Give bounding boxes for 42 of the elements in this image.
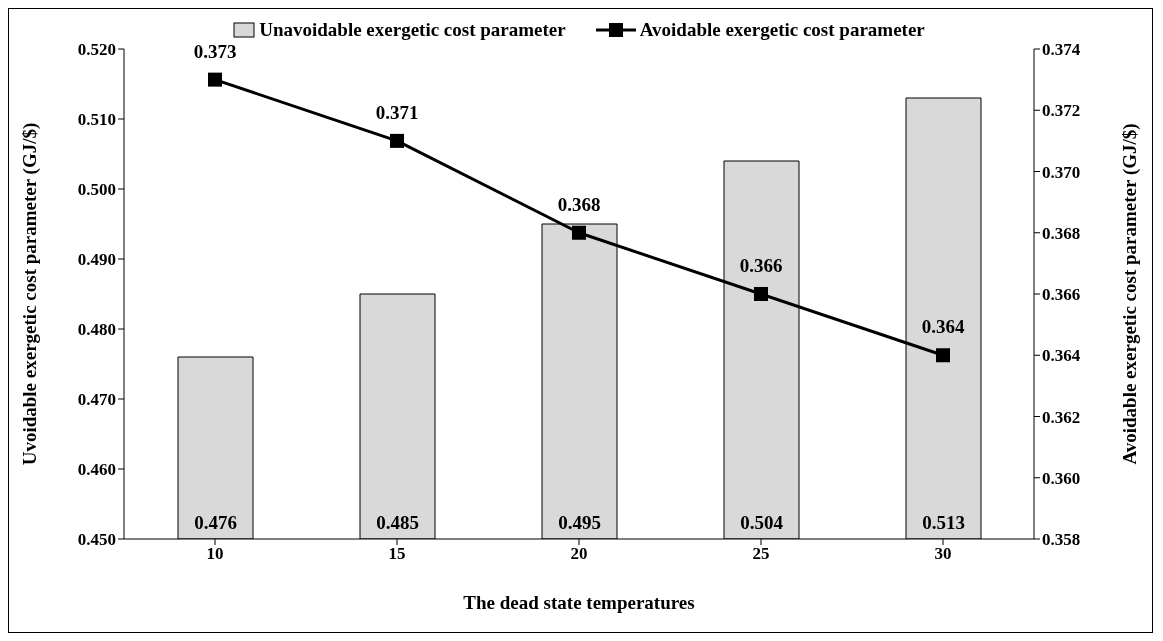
point xyxy=(208,72,222,87)
data-label: 0.371 xyxy=(375,101,419,123)
y-tick-label: 0.470 xyxy=(77,390,116,410)
point xyxy=(572,225,586,240)
y2-tick-label: 0.374 xyxy=(1042,40,1081,60)
x-tick-label: 10 xyxy=(206,544,224,564)
data-label: 0.476 xyxy=(194,512,237,533)
y-tick-label: 0.490 xyxy=(77,250,116,270)
point xyxy=(390,133,404,148)
data-label: 0.373 xyxy=(193,40,237,62)
y-tick-label: 0.510 xyxy=(77,110,116,130)
legend-label: Avoidable exergetic cost parameter xyxy=(639,19,925,41)
x-tick-label: 15 xyxy=(388,544,406,564)
data-label: 0.364 xyxy=(921,316,965,338)
y-tick-label: 0.520 xyxy=(77,40,116,60)
data-label: 0.368 xyxy=(557,193,601,215)
y2-tick-label: 0.370 xyxy=(1042,162,1081,182)
y-tick-label: 0.480 xyxy=(77,320,116,340)
y2-tick-label: 0.366 xyxy=(1042,285,1081,305)
y-tick-label: 0.500 xyxy=(77,180,116,200)
y-tick-label: 0.460 xyxy=(77,460,116,480)
x-tick-label: 30 xyxy=(934,544,952,564)
y2-axis-title: Avoidable exergetic cost parameter (GJ/$) xyxy=(1118,123,1141,465)
y2-tick-label: 0.362 xyxy=(1042,407,1081,427)
x-tick-label: 25 xyxy=(752,544,770,564)
data-label: 0.513 xyxy=(922,512,965,533)
x-axis-title: The dead state temperatures xyxy=(463,592,695,613)
data-label: 0.495 xyxy=(558,512,601,533)
y2-tick-label: 0.358 xyxy=(1042,530,1081,550)
y2-tick-label: 0.368 xyxy=(1042,223,1081,243)
data-label: 0.485 xyxy=(376,512,419,533)
point xyxy=(754,287,768,301)
y2-tick-label: 0.364 xyxy=(1042,346,1081,366)
data-label: 0.366 xyxy=(739,255,783,276)
data-label: 0.504 xyxy=(740,512,784,533)
y-axis-title: Uvoidable exergetic cost parameter (GJ/$) xyxy=(18,122,41,466)
x-tick-label: 20 xyxy=(570,544,588,564)
y2-tick-label: 0.372 xyxy=(1042,101,1081,121)
point xyxy=(936,348,950,363)
y2-tick-label: 0.360 xyxy=(1042,468,1081,488)
legend-label: Unavoidable exergetic cost parameter xyxy=(259,19,566,41)
y-tick-label: 0.450 xyxy=(77,530,116,550)
